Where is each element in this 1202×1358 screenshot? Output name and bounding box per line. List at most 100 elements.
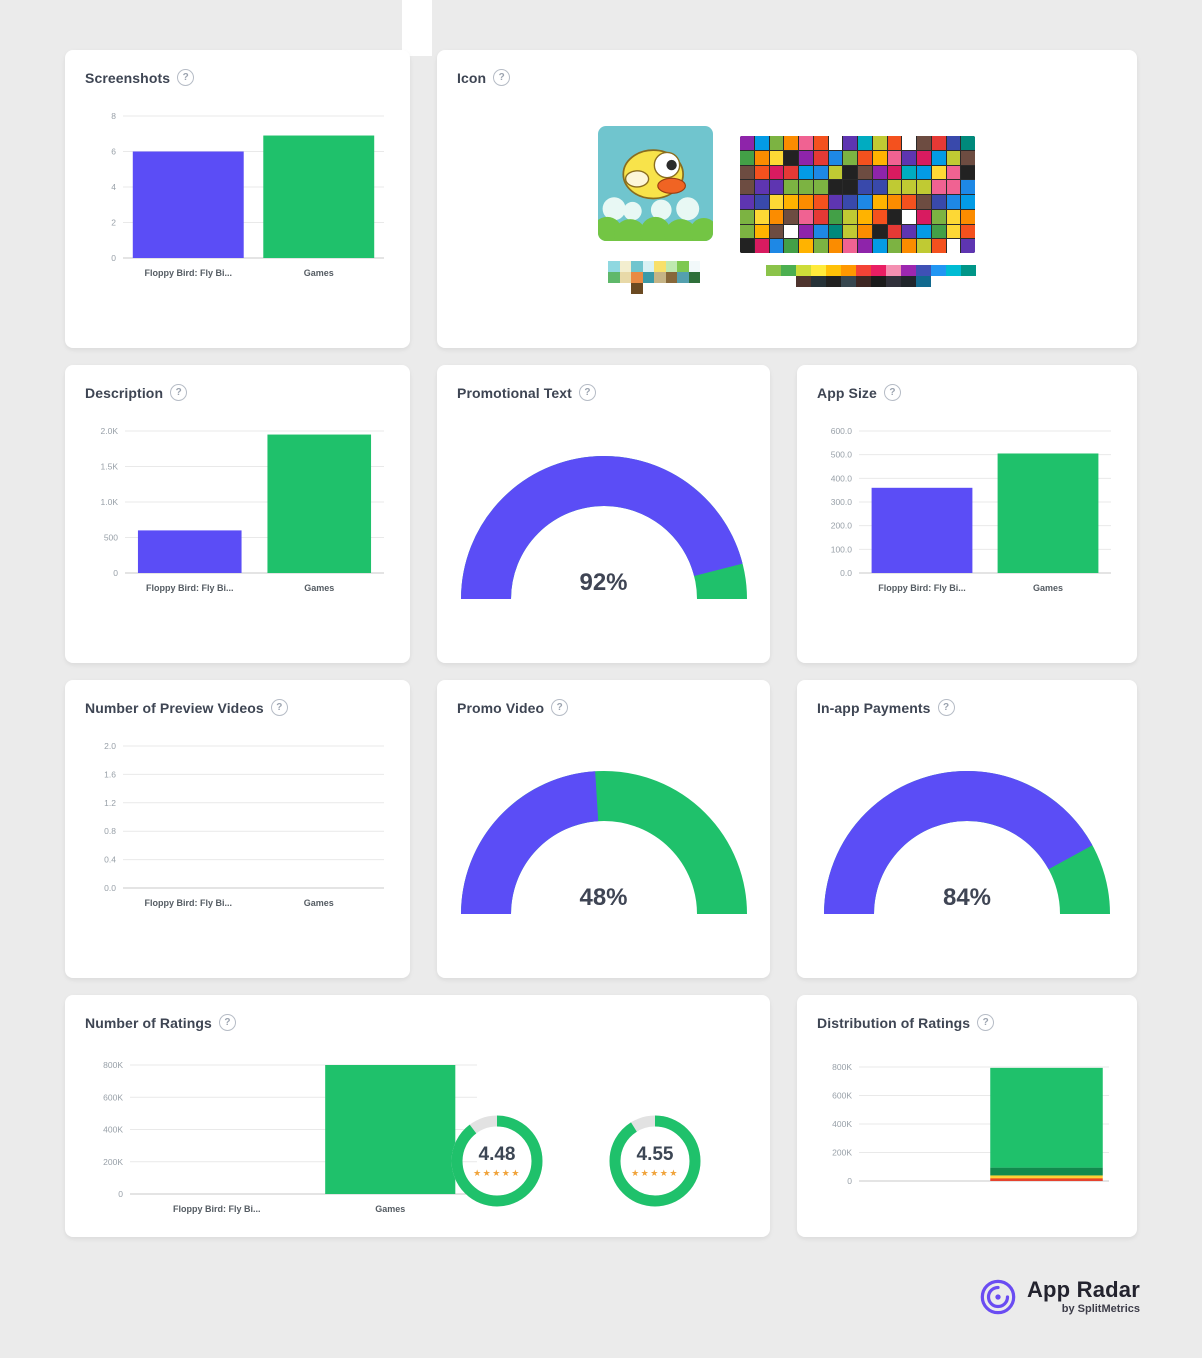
in-app-payments-gauge (822, 766, 1112, 916)
promotional_text-svg (460, 456, 747, 600)
help-icon[interactable]: ? (977, 1014, 995, 1031)
svg-text:2.0: 2.0 (104, 741, 116, 751)
svg-text:1.6: 1.6 (104, 769, 116, 779)
svg-text:0: 0 (118, 1189, 123, 1199)
app-rating-value: 4.48 (478, 1143, 516, 1165)
promo-video-card-title: Promo Video (457, 699, 545, 716)
svg-text:1.5K: 1.5K (101, 462, 119, 472)
svg-text:0.4: 0.4 (104, 855, 116, 865)
app-radar-logo-icon (980, 1279, 1016, 1315)
svg-text:500.0: 500.0 (831, 450, 853, 460)
rating-ring-svg (609, 1115, 701, 1207)
promo-video-gauge (459, 766, 749, 916)
svg-text:600.0: 600.0 (831, 426, 853, 436)
promotional-text-card-title: Promotional Text (457, 384, 572, 401)
category-rating-stars: ★★★★★ (631, 1167, 679, 1178)
svg-text:0.0: 0.0 (840, 568, 852, 578)
promotional-text-card: Promotional Text ? 92% (437, 365, 770, 663)
promotional-text-gauge (459, 451, 749, 601)
svg-text:Floppy Bird: Fly Bi...: Floppy Bird: Fly Bi... (173, 1204, 261, 1214)
description-svg: 0 500 1.0K 1.5K 2.0K Floppy Bird: Fly Bi... Ga… (101, 426, 384, 593)
svg-text:Games: Games (375, 1204, 405, 1214)
svg-text:Games: Games (304, 898, 334, 908)
help-icon[interactable]: ? (578, 384, 596, 401)
distribution-of-ratings-card-title: Distribution of Ratings (817, 1014, 971, 1031)
svg-text:0: 0 (113, 568, 118, 578)
svg-text:800K: 800K (832, 1062, 852, 1072)
number_of_ratings-svg: 0 200K 400K 600K 800K Floppy Bird: Fly Bi... G… (103, 1060, 477, 1214)
svg-text:200K: 200K (832, 1148, 852, 1158)
svg-text:100.0: 100.0 (831, 544, 853, 554)
promo_video-svg (460, 771, 747, 915)
help-icon[interactable]: ? (218, 1014, 236, 1031)
app-icon-palette (608, 261, 713, 294)
svg-text:200K: 200K (103, 1157, 123, 1167)
svg-text:4: 4 (111, 182, 116, 192)
screenshots-chart: 0 2 4 6 8 Floppy Bird: Fly Bi... Games (85, 106, 392, 284)
svg-text:Floppy Bird: Fly Bi...: Floppy Bird: Fly Bi... (146, 583, 234, 593)
category-rating-value: 4.55 (636, 1143, 674, 1165)
svg-text:1.0K: 1.0K (101, 497, 119, 507)
preview-videos-card: Number of Preview Videos ? 0.0 0.4 0.8 1.2 1… (65, 680, 410, 978)
svg-text:200.0: 200.0 (831, 521, 853, 531)
svg-text:2: 2 (111, 218, 116, 228)
icon-card: Icon ? (437, 50, 1137, 348)
svg-text:300.0: 300.0 (831, 497, 853, 507)
svg-text:2.0K: 2.0K (101, 426, 119, 436)
screenshots-card: Screenshots ? 0 2 4 6 8 Floppy Bird: Fly Bi..… (65, 50, 410, 348)
screenshots-svg: 0 2 4 6 8 Floppy Bird: Fly Bi... Games (111, 111, 384, 278)
app-size-chart: 0.0 100.0 200.0 300.0 400.0 500.0 600.0 Floppy … (817, 421, 1119, 599)
svg-text:400K: 400K (832, 1119, 852, 1129)
help-icon[interactable]: ? (551, 699, 569, 716)
svg-text:Floppy Bird: Fly Bi...: Floppy Bird: Fly Bi... (145, 268, 233, 278)
svg-text:600K: 600K (832, 1091, 852, 1101)
in_app_payments-svg (824, 771, 1110, 915)
app-size-card-title: App Size (817, 384, 877, 401)
help-icon[interactable]: ? (170, 384, 188, 401)
rating-ring-svg (451, 1115, 543, 1207)
svg-text:400K: 400K (103, 1125, 123, 1135)
description-chart: 0 500 1.0K 1.5K 2.0K Floppy Bird: Fly Bi... Ga… (85, 421, 392, 599)
in-app-payments-card: In-app Payments ? 84% (797, 680, 1137, 978)
svg-text:1.2: 1.2 (104, 798, 116, 808)
description-card: Description ? 0 500 1.0K 1.5K 2.0K Floppy Bir… (65, 365, 410, 663)
brand-name: App Radar (1026, 1277, 1140, 1302)
promotional-text-percent: 92% (579, 569, 628, 596)
category-rating-ring: 4.55 ★★★★★ (607, 1113, 703, 1209)
svg-text:600K: 600K (103, 1092, 123, 1102)
distribution_of_ratings-svg: 0 200K 400K 600K 800K (832, 1062, 1109, 1186)
icon-card-title: Icon (457, 69, 487, 86)
help-icon[interactable]: ? (883, 384, 901, 401)
number-of-ratings-card-title: Number of Ratings (85, 1014, 212, 1031)
screenshots-card-title: Screenshots (85, 69, 171, 86)
number-of-ratings-card: Number of Ratings ? 0 200K 400K 600K 800K Flo… (65, 995, 770, 1237)
preview-videos-card-title: Number of Preview Videos (85, 699, 264, 716)
in-app-payments-card-title: In-app Payments (817, 699, 931, 716)
svg-text:8: 8 (111, 111, 116, 121)
app-icon-image (598, 126, 713, 241)
svg-text:0: 0 (111, 253, 116, 263)
svg-text:Floppy Bird: Fly Bi...: Floppy Bird: Fly Bi... (878, 583, 966, 593)
app-rating-stars: ★★★★★ (473, 1167, 521, 1178)
distribution-of-ratings-chart: 0 200K 400K 600K 800K (817, 1057, 1117, 1193)
category-icon-palette (766, 265, 976, 287)
help-icon[interactable]: ? (493, 69, 511, 86)
help-icon[interactable]: ? (937, 699, 955, 716)
number-of-ratings-chart: 0 200K 400K 600K 800K Floppy Bird: Fly Bi... G… (85, 1055, 485, 1220)
svg-text:Games: Games (304, 583, 334, 593)
category-icon-collage (740, 136, 975, 253)
svg-text:0.8: 0.8 (104, 826, 116, 836)
svg-text:800K: 800K (103, 1060, 123, 1070)
footer-brand: App Radar by SplitMetrics (979, 1278, 1140, 1316)
top-white-notch (402, 0, 432, 56)
promo-video-percent: 48% (579, 884, 628, 911)
help-icon[interactable]: ? (177, 69, 195, 86)
svg-text:Games: Games (304, 268, 334, 278)
flappy-bird-icon (598, 126, 713, 241)
help-icon[interactable]: ? (270, 699, 288, 716)
app_size-svg: 0.0 100.0 200.0 300.0 400.0 500.0 600.0 Floppy … (831, 426, 1111, 593)
svg-text:0.0: 0.0 (104, 883, 116, 893)
svg-text:Floppy Bird: Fly Bi...: Floppy Bird: Fly Bi... (145, 898, 233, 908)
app-size-card: App Size ? 0.0 100.0 200.0 300.0 400.0 500.0 6… (797, 365, 1137, 663)
